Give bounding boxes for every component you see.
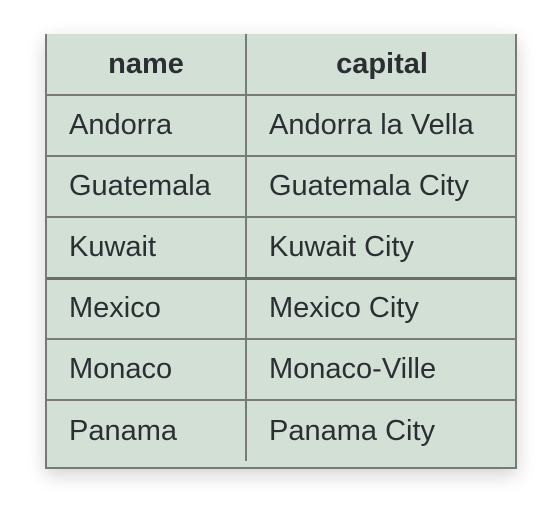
table-row: Kuwait Kuwait City bbox=[47, 217, 517, 278]
cell-name: Monaco bbox=[47, 339, 246, 400]
table-header-row: name capital bbox=[47, 34, 517, 95]
cell-name: Kuwait bbox=[47, 217, 246, 278]
cell-capital: Monaco-Ville bbox=[246, 339, 517, 400]
cell-capital: Mexico City bbox=[246, 278, 517, 339]
cell-capital: Kuwait City bbox=[246, 217, 517, 278]
cell-name: Guatemala bbox=[47, 156, 246, 217]
table-row: Guatemala Guatemala City bbox=[47, 156, 517, 217]
table-row: Panama Panama City bbox=[47, 400, 517, 461]
header-capital: capital bbox=[246, 34, 517, 95]
cell-capital: Andorra la Vella bbox=[246, 95, 517, 156]
table-row: Monaco Monaco-Ville bbox=[47, 339, 517, 400]
table-row: Mexico Mexico City bbox=[47, 278, 517, 339]
cell-name: Andorra bbox=[47, 95, 246, 156]
cell-name: Panama bbox=[47, 400, 246, 461]
cell-capital: Guatemala City bbox=[246, 156, 517, 217]
cell-name: Mexico bbox=[47, 278, 246, 339]
header-name: name bbox=[47, 34, 246, 95]
country-capital-table-card: name capital Andorra Andorra la Vella Gu… bbox=[45, 34, 517, 469]
cell-capital: Panama City bbox=[246, 400, 517, 461]
table-row: Andorra Andorra la Vella bbox=[47, 95, 517, 156]
country-capital-table: name capital Andorra Andorra la Vella Gu… bbox=[47, 34, 517, 461]
